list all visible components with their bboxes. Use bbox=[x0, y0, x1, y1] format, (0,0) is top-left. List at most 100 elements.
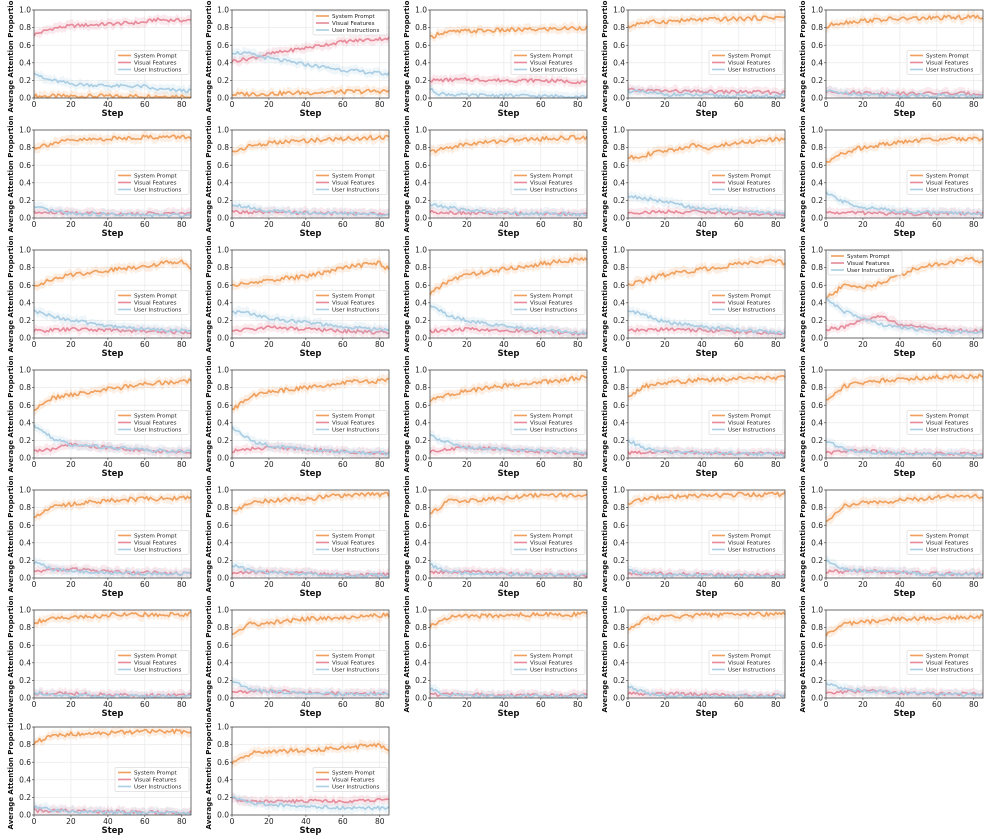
x-tick-label: 60 bbox=[734, 460, 744, 469]
x-tick-label: 60 bbox=[536, 460, 546, 469]
x-tick-label: 40 bbox=[301, 817, 311, 826]
y-tick-label: 1.0 bbox=[217, 246, 229, 255]
user-instructions-line bbox=[627, 685, 786, 699]
legend-box bbox=[114, 650, 190, 675]
system-prompt-band bbox=[628, 10, 785, 33]
y-tick-label: 0.8 bbox=[415, 263, 427, 272]
system-prompt-band bbox=[232, 84, 389, 98]
y-tick-label: 0.0 bbox=[217, 214, 229, 223]
visual-features-legend-label: Visual Features bbox=[728, 420, 771, 426]
axes-frame bbox=[825, 9, 984, 99]
x-axis-label: Step bbox=[695, 109, 717, 119]
x-axis-label: Step bbox=[497, 109, 519, 119]
visual-features-legend-label: Visual Features bbox=[728, 60, 771, 66]
axes-frame bbox=[627, 129, 786, 219]
y-axis-label: Average Attention Proportion bbox=[205, 236, 213, 353]
system-prompt-band bbox=[232, 490, 389, 516]
x-tick-label: 0 bbox=[428, 700, 433, 709]
x-tick-label: 0 bbox=[824, 700, 829, 709]
y-tick-label: 0.0 bbox=[217, 94, 229, 103]
user-instructions-band bbox=[34, 201, 191, 218]
y-tick-label: 0.2 bbox=[217, 196, 229, 205]
x-tick-label: 40 bbox=[301, 460, 311, 469]
y-tick-label: 0.6 bbox=[19, 41, 31, 50]
x-tick-label: 40 bbox=[103, 220, 113, 229]
system-prompt-line bbox=[627, 491, 786, 506]
visual-features-legend-label: Visual Features bbox=[134, 540, 177, 546]
y-axis-label: Average Attention Proportion bbox=[601, 116, 609, 233]
y-tick-label: 0.8 bbox=[19, 23, 31, 32]
user-instructions-band bbox=[826, 187, 983, 218]
system-prompt-line bbox=[231, 260, 390, 287]
system-prompt-legend-label: System Prompt bbox=[728, 413, 772, 419]
x-tick-label: 0 bbox=[428, 460, 433, 469]
y-tick-label: 0.8 bbox=[217, 143, 229, 152]
x-tick-label: 60 bbox=[932, 100, 942, 109]
x-tick-label: 60 bbox=[536, 580, 546, 589]
system-prompt-legend-label: System Prompt bbox=[332, 293, 376, 299]
system-prompt-legend-label: System Prompt bbox=[926, 173, 970, 179]
x-tick-label: 60 bbox=[932, 580, 942, 589]
x-tick-label: 40 bbox=[697, 100, 707, 109]
x-tick-label: 20 bbox=[660, 100, 670, 109]
x-tick-label: 20 bbox=[66, 460, 76, 469]
y-tick-label: 0.2 bbox=[415, 76, 427, 85]
system-prompt-line bbox=[231, 134, 390, 153]
user-instructions-legend-label: User Instructions bbox=[926, 67, 973, 73]
y-tick-label: 0.8 bbox=[811, 623, 823, 632]
legend-box bbox=[906, 50, 982, 75]
y-tick-label: 0.6 bbox=[217, 641, 229, 650]
system-prompt-band bbox=[232, 610, 389, 640]
y-tick-label: 1.0 bbox=[217, 606, 229, 615]
x-tick-label: 0 bbox=[626, 700, 631, 709]
x-tick-label: 80 bbox=[177, 580, 187, 589]
attention-chart-19: 0.0 0.2 0.4 0.6 0.8 1.0 0 20 40 60 80 Step Average A… bbox=[594, 356, 793, 479]
x-axis-label: Step bbox=[695, 469, 717, 479]
x-tick-label: 60 bbox=[932, 220, 942, 229]
system-prompt-band bbox=[430, 490, 587, 519]
system-prompt-line bbox=[825, 136, 984, 163]
system-prompt-line bbox=[231, 612, 390, 636]
user-instructions-legend-label: User Instructions bbox=[332, 28, 379, 34]
system-prompt-band bbox=[628, 490, 785, 509]
attention-chart-5: 0.0 0.2 0.4 0.6 0.8 1.0 0 20 40 60 80 Step Average A… bbox=[792, 0, 991, 119]
visual-features-legend-label: Visual Features bbox=[530, 660, 573, 666]
x-axis-label: Step bbox=[893, 109, 915, 119]
user-instructions-legend-label: User Instructions bbox=[728, 307, 775, 313]
legend-box bbox=[312, 10, 388, 36]
chart-svg: 0.0 0.2 0.4 0.6 0.8 1.0 0 20 40 60 80 Step Average A… bbox=[403, 116, 588, 239]
attention-chart-32: 0.0 0.2 0.4 0.6 0.8 1.0 0 20 40 60 80 Step Average A… bbox=[198, 713, 397, 836]
chart-svg: 0.0 0.2 0.4 0.6 0.8 1.0 0 20 40 60 80 Step Average A… bbox=[799, 0, 984, 119]
system-prompt-line bbox=[429, 611, 588, 628]
user-instructions-legend-label: User Instructions bbox=[134, 427, 181, 433]
user-instructions-band bbox=[826, 437, 983, 458]
x-axis-label: Step bbox=[497, 709, 519, 719]
visual-features-legend-label: Visual Features bbox=[926, 420, 969, 426]
x-tick-label: 20 bbox=[66, 340, 76, 349]
y-tick-label: 0.0 bbox=[415, 214, 427, 223]
x-axis-label: Step bbox=[695, 349, 717, 359]
y-axis-label: Average Attention Proportion bbox=[403, 356, 411, 473]
system-prompt-band bbox=[34, 255, 191, 292]
system-prompt-band bbox=[232, 130, 389, 156]
user-instructions-legend-label: User Instructions bbox=[530, 307, 577, 313]
x-tick-label: 40 bbox=[103, 700, 113, 709]
x-tick-label: 60 bbox=[536, 700, 546, 709]
y-tick-label: 0.2 bbox=[415, 676, 427, 685]
chart-svg: 0.0 0.2 0.4 0.6 0.8 1.0 0 20 40 60 80 Step Average A… bbox=[799, 596, 984, 719]
visual-features-band bbox=[34, 13, 191, 40]
chart-svg: 0.0 0.2 0.4 0.6 0.8 1.0 0 20 40 60 80 Step Average A… bbox=[601, 476, 786, 599]
axes-frame bbox=[429, 249, 588, 339]
axes-frame bbox=[429, 489, 588, 579]
system-prompt-line bbox=[33, 93, 192, 99]
user-instructions-line bbox=[825, 297, 984, 335]
chart-svg: 0.0 0.2 0.4 0.6 0.8 1.0 0 20 40 60 80 Step Average A… bbox=[205, 356, 390, 479]
attention-chart-3: 0.0 0.2 0.4 0.6 0.8 1.0 0 20 40 60 80 Step Average A… bbox=[396, 0, 595, 119]
visual-features-legend-label: Visual Features bbox=[332, 540, 375, 546]
